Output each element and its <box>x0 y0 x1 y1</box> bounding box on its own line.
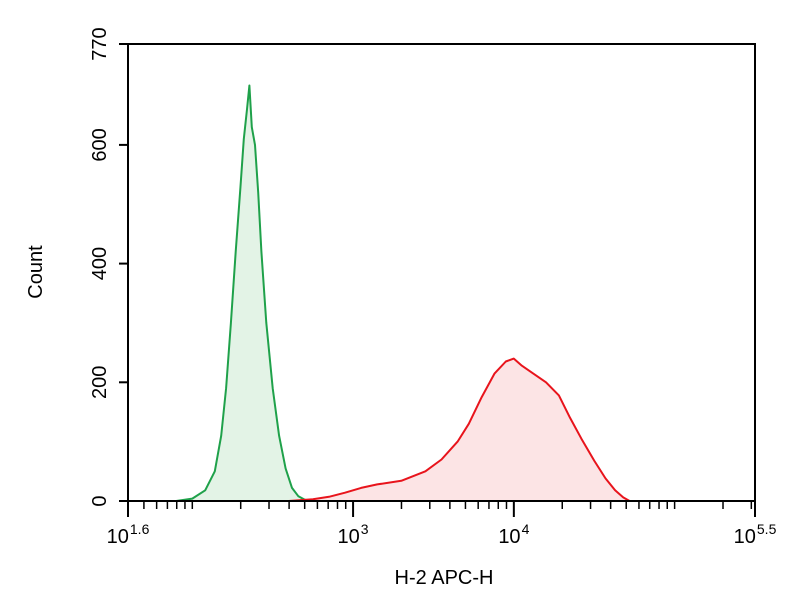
x-tick-label: 103 <box>338 521 369 548</box>
x-tick-label: 105.5 <box>734 521 777 548</box>
x-tick-label: 104 <box>498 521 529 548</box>
y-axis-ticks: 0 200 400 600 770 <box>89 27 128 507</box>
series-layer <box>176 84 631 502</box>
y-tick-label: 0 <box>89 495 111 506</box>
series-1-fill <box>176 85 313 501</box>
series-1-line <box>176 84 314 502</box>
y-tick-label: 770 <box>89 27 111 60</box>
y-tick-label: 400 <box>89 247 111 280</box>
x-axis-title: H-2 APC-H <box>395 567 494 589</box>
x-tick-label: 101.6 <box>107 521 150 548</box>
x-axis-ticks: 101.6 103 104 105.5 <box>107 501 777 548</box>
series-2-fill <box>288 358 630 501</box>
plot-frame <box>127 43 756 502</box>
y-axis-title: Count <box>25 245 47 299</box>
y-tick-label: 200 <box>89 366 111 399</box>
y-tick-label: 600 <box>89 128 111 161</box>
series-2-line <box>288 357 631 502</box>
